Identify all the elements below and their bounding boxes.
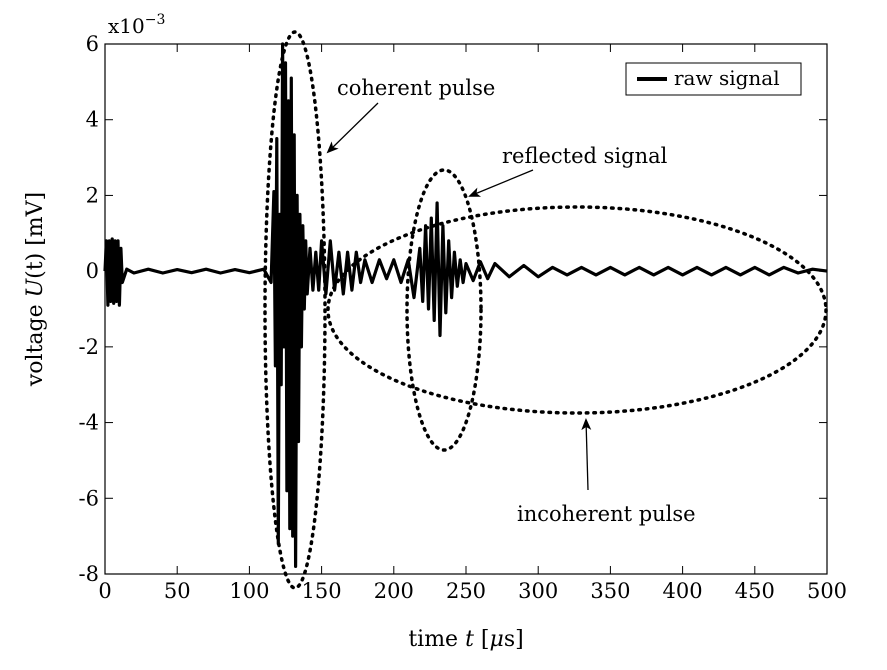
x-axis-label-unit-mu: μ [490, 627, 504, 652]
incoherent-pulse-ellipse [326, 205, 828, 415]
y-axis-label: voltage U(t) [mV] [23, 192, 48, 387]
y-multiplier: x10−3 [108, 12, 165, 38]
y-tick-label: -6 [79, 486, 99, 510]
x-axis-label-prefix: time [408, 627, 465, 652]
incoherent-pulse-arrow [581, 418, 592, 491]
y-tick-label: -4 [79, 411, 99, 435]
y-tick-label: 0 [86, 259, 99, 283]
x-axis: 0 50 100 150 200 250 300 350 400 450 500 [98, 44, 847, 603]
x-tick-label: 150 [302, 579, 342, 603]
y-axis: -8 -6 -4 -2 0 2 4 6 [79, 32, 827, 586]
annotation-reflected-signal: reflected signal [502, 144, 668, 168]
y-axis-label-prefix: voltage [23, 297, 48, 387]
y-axis-label-unit: [mV] [23, 192, 48, 253]
x-tick-label: 200 [374, 579, 414, 603]
x-axis-label-var: t [465, 627, 474, 652]
x-axis-label-unit-pre: [ [474, 627, 490, 652]
coherent-pulse-arrow [326, 102, 379, 154]
x-tick-label: 0 [98, 579, 111, 603]
x-tick-label: 500 [807, 579, 847, 603]
reflected-signal-ellipse [405, 168, 483, 452]
y-tick-label: 6 [86, 32, 99, 56]
y-tick-label: -8 [79, 562, 99, 586]
x-tick-label: 100 [229, 579, 269, 603]
y-multiplier-exponent: −3 [145, 12, 166, 28]
y-tick-label: -2 [79, 335, 99, 359]
y-axis-label-paren: (t) [23, 253, 48, 279]
x-tick-label: 400 [663, 579, 703, 603]
y-multiplier-base: x10 [108, 14, 145, 38]
x-tick-label: 350 [590, 579, 630, 603]
legend-label: raw signal [674, 66, 780, 90]
y-axis-label-var: U [23, 277, 48, 297]
x-tick-label: 300 [518, 579, 558, 603]
x-axis-label-unit-post: s] [504, 627, 524, 652]
annotation-incoherent-pulse: incoherent pulse [517, 502, 696, 526]
legend: raw signal [625, 62, 802, 96]
plot-frame [104, 43, 828, 575]
coherent-pulse-ellipse [263, 30, 327, 590]
x-axis-label: time t [μs] [408, 627, 523, 652]
x-tick-label: 50 [164, 579, 191, 603]
x-tick-label: 250 [446, 579, 486, 603]
x-tick-label: 450 [735, 579, 775, 603]
series-layer [103, 42, 828, 569]
reflected-signal-arrow [468, 169, 534, 197]
series-line-raw-signal [103, 42, 828, 569]
y-tick-label: 2 [86, 183, 99, 207]
annotation-coherent-pulse: coherent pulse [337, 76, 495, 100]
y-tick-label: 4 [86, 108, 99, 132]
